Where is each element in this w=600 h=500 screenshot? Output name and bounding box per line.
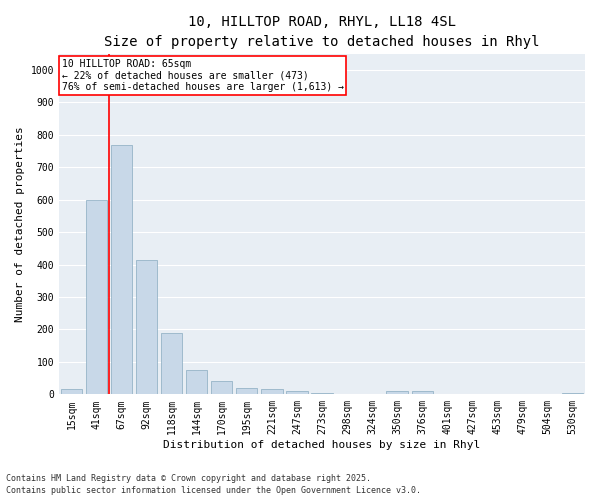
Y-axis label: Number of detached properties: Number of detached properties <box>15 126 25 322</box>
Bar <box>61 390 82 394</box>
Bar <box>111 144 132 394</box>
Bar <box>286 391 308 394</box>
Bar <box>86 200 107 394</box>
Bar <box>236 388 257 394</box>
Title: 10, HILLTOP ROAD, RHYL, LL18 4SL
Size of property relative to detached houses in: 10, HILLTOP ROAD, RHYL, LL18 4SL Size of… <box>104 15 540 48</box>
Bar <box>186 370 208 394</box>
Text: 10 HILLTOP ROAD: 65sqm
← 22% of detached houses are smaller (473)
76% of semi-de: 10 HILLTOP ROAD: 65sqm ← 22% of detached… <box>62 59 344 92</box>
Bar <box>161 332 182 394</box>
Text: Contains HM Land Registry data © Crown copyright and database right 2025.
Contai: Contains HM Land Registry data © Crown c… <box>6 474 421 495</box>
X-axis label: Distribution of detached houses by size in Rhyl: Distribution of detached houses by size … <box>163 440 481 450</box>
Bar <box>562 392 583 394</box>
Bar <box>136 260 157 394</box>
Bar <box>412 391 433 394</box>
Bar <box>211 382 232 394</box>
Bar <box>311 392 332 394</box>
Bar <box>261 390 283 394</box>
Bar <box>386 391 408 394</box>
